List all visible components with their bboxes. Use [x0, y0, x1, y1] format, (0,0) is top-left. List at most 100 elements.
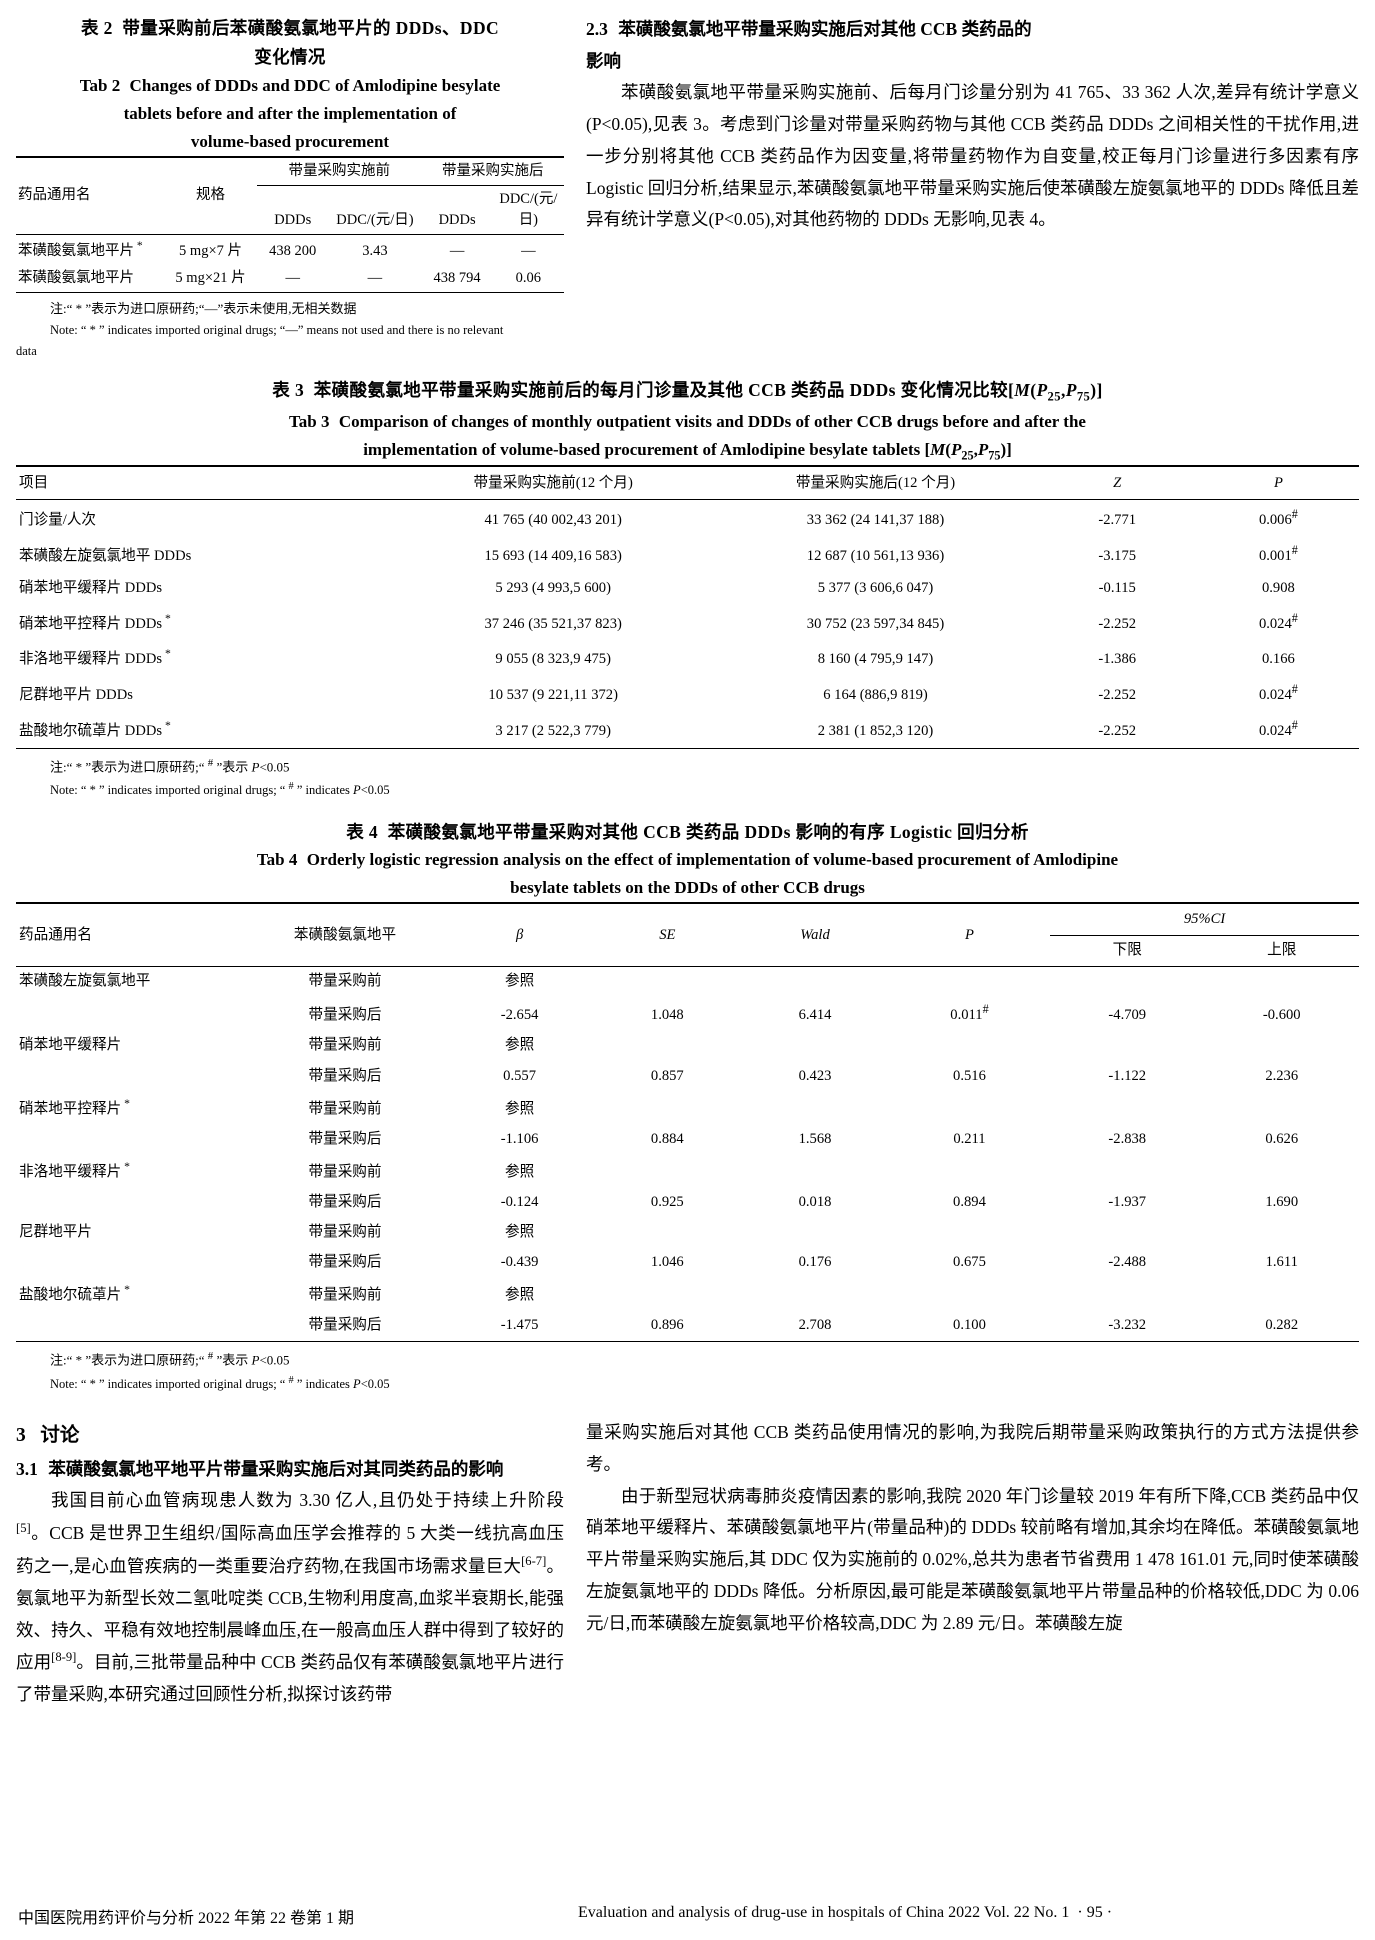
- table4-header-ci-upper: 上限: [1267, 942, 1297, 959]
- table4-cell-ci-lower: -4.709: [1108, 1007, 1147, 1024]
- table2-caption-cn-number: 表 2: [80, 18, 113, 38]
- table4-cell-drug-name: 硝苯地平控释片 *: [19, 1096, 130, 1117]
- table3-cell-item: 硝苯地平缓释片 DDDs: [19, 579, 163, 596]
- table4-cell-wald: 1.568: [798, 1130, 832, 1147]
- table3-cell-z: -0.115: [1098, 579, 1136, 596]
- table3: 项目 带量采购实施前(12 个月) 带量采购实施后(12 个月) Z P 门诊量…: [16, 465, 1359, 749]
- discussion-region: 3 讨论 3.1 苯磺酸氨氯地平地平片带量采购实施后对其同类药品的影响 我国目前心血…: [0, 1413, 1375, 1711]
- table4-cell-ci-lower: [1050, 1278, 1204, 1311]
- section-2-3-paragraph: 苯磺酸氨氯地平带量采购实施前、后每月门诊量分别为 41 765、33 362 人…: [586, 82, 1359, 230]
- table4-cell-wald: [741, 966, 889, 997]
- table4-cell-ci-upper: 1.611: [1265, 1254, 1298, 1271]
- table3-cell-p: 0.001#: [1258, 542, 1298, 564]
- table3-cell-before: 9 055 (8 323,9 475): [495, 650, 611, 667]
- table4-cell-ci-upper: 1.690: [1265, 1193, 1299, 1210]
- table4-cell-p: 0.211: [953, 1130, 986, 1147]
- table3-caption-cn-text: 苯磺酸氨氯地平带量采购实施前后的每月门诊量及其他 CCB 类药品 DDDs 变化…: [313, 380, 1103, 404]
- table4-header-p: P: [965, 926, 974, 943]
- table3-header-p: P: [1273, 474, 1283, 491]
- table-row: 带量采购后 -0.124 0.925 0.018 0.894 -1.937 1.690: [16, 1187, 1359, 1217]
- right-column: 2.3 苯磺酸氨氯地平带量采购实施后对其他 CCB 类药品的 影响 苯磺酸氨氯地平…: [586, 14, 1359, 362]
- table4-cell-ci-upper: [1204, 1278, 1359, 1311]
- table-row: 硝苯地平缓释片 DDDs 5 293 (4 993,5 600) 5 377 (3 …: [16, 572, 1359, 604]
- table4-cell-ci-lower: -2.838: [1108, 1130, 1147, 1147]
- table2-header-ddds-after: DDDs: [438, 211, 476, 228]
- table3-cell-p: 0.024#: [1258, 718, 1298, 740]
- table2-header-spec: 规格: [196, 187, 226, 204]
- footer-page-number: · 95 ·: [1077, 1904, 1113, 1921]
- table3-cell-after: 8 160 (4 795,9 147): [817, 650, 934, 667]
- table3-caption-en-line2-wrap: implementation of volume-based procureme…: [16, 436, 1359, 466]
- section-3-1-paragraph-left: 我国目前心血管病现患人数为 3.30 亿人,且仍处于持续上升阶段[5]。CCB …: [16, 1490, 565, 1705]
- table2-cell-ddds-after: —: [449, 242, 465, 259]
- table4-cell-p: 0.675: [953, 1254, 986, 1271]
- table4-cell-ci-upper: 2.236: [1265, 1067, 1299, 1084]
- table2-cell-ddds-before: —: [285, 269, 300, 286]
- table4-cell-wald: [741, 1091, 889, 1124]
- table4-cell-drug-name: 苯磺酸左旋氨氯地平: [19, 973, 151, 990]
- table4-cell-p: [889, 1031, 1050, 1061]
- page-footer: 中国医院用药评价与分析 2022 年第 22 卷第 1 期 Evaluation…: [0, 1904, 1375, 1928]
- table2-cell-ddc-before: —: [367, 269, 383, 286]
- table-row: 硝苯地平控释片 DDDs * 37 246 (35 521,37 823) 30 7…: [16, 605, 1359, 641]
- table4-cell-se: [593, 966, 741, 997]
- table4-cell-ci-lower: [1050, 1031, 1204, 1061]
- table2-body: 苯磺酸氨氯地平片 * 5 mg×7 片 438 200 3.43 — — 苯磺酸氨氯地平片 5…: [16, 234, 564, 293]
- table-row: 苯磺酸左旋氨氯地平 带量采购前 参照: [16, 966, 1359, 997]
- table4-cell-procurement-phase: 带量采购前: [308, 1224, 382, 1241]
- table4-cell-beta: 参照: [504, 1037, 535, 1054]
- table2-cell-ddc-after: 0.06: [515, 269, 542, 286]
- table2-cell-drug-name: 苯磺酸氨氯地平片 *: [18, 238, 143, 259]
- table-row: 尼群地平片 带量采购前 参照: [16, 1218, 1359, 1248]
- section-3-1-number: 3.1: [16, 1458, 38, 1479]
- table3-cell-z: -2.771: [1098, 511, 1137, 528]
- table3-cell-after: 6 164 (886,9 819): [823, 687, 928, 703]
- table2-caption-en-line2: tablets before and after the implementat…: [123, 103, 457, 123]
- table3-block: 表 3 苯磺酸氨氯地平带量采购实施前后的每月门诊量及其他 CCB 类药品 DDDs…: [0, 376, 1375, 801]
- table-row: 硝苯地平缓释片 带量采购前 参照: [16, 1031, 1359, 1061]
- table3-cell-item: 盐酸地尔硫䓬片 DDDs *: [19, 719, 171, 740]
- significance-hash-marker: #: [1291, 542, 1298, 557]
- imported-drug-star-icon: *: [121, 1096, 130, 1110]
- table2-header-ddc-before: DDC/(元/日): [336, 211, 414, 228]
- column-gutter: [564, 14, 586, 362]
- table3-cell-before: 41 765 (40 002,43 201): [484, 511, 622, 528]
- section-2-3-title-line1: 苯磺酸氨氯地平带量采购实施后对其他 CCB 类药品的: [618, 19, 1032, 39]
- discussion-number: 3: [16, 1424, 26, 1446]
- table4-cell-se: [593, 1154, 741, 1187]
- table4-cell-drug-name: 盐酸地尔硫䓬片 *: [19, 1283, 130, 1304]
- table3-cell-p: 0.024#: [1258, 682, 1298, 703]
- table4-header-group-row: 药品通用名 苯磺酸氨氯地平 β SE Wald P 95%CI: [16, 903, 1359, 943]
- table4-cell-ci-upper: -0.600: [1262, 1007, 1301, 1024]
- table4-cell-se: [593, 1091, 741, 1124]
- table4-cell-drug-name: [16, 1061, 244, 1091]
- table2-caption-en: Tab 2 Changes of DDDs and DDC of Amlodipi…: [16, 72, 564, 100]
- significance-hash-marker: #: [1291, 718, 1298, 733]
- table4-cell-wald: [741, 1218, 889, 1248]
- table4-cell-drug-name: [16, 1248, 244, 1278]
- table4-cell-beta: 参照: [504, 973, 535, 990]
- table3-cell-after: 30 752 (23 597,34 845): [806, 615, 945, 632]
- table2-cell-ddc-before: 3.43: [362, 242, 388, 259]
- table3-cell-after: 33 362 (24 141,37 188): [806, 511, 945, 528]
- table2-cell-ddds-after: 438 794: [433, 269, 481, 286]
- table4-caption-cn-text: 苯磺酸氨氯地平带量采购对其他 CCB 类药品 DDDs 影响的有序 Logist…: [387, 821, 1029, 842]
- section-3-1-paragraph-right-1: 量采购实施后对其他 CCB 类药品使用情况的影响,为我院后期带量采购政策执行的方…: [586, 1421, 1359, 1474]
- table3-cell-item: 苯磺酸左旋氨氯地平 DDDs: [19, 547, 192, 564]
- table4-cell-procurement-phase: 带量采购前: [308, 1163, 382, 1180]
- table4-header-se: SE: [659, 926, 676, 943]
- table3-cell-p: 0.166: [1261, 650, 1295, 667]
- table-row: 苯磺酸氨氯地平片 5 mg×21 片 — — 438 794 0.06: [16, 265, 564, 293]
- table4-note-en: Note: “ * ” indicates imported original …: [50, 1374, 390, 1391]
- section-3-1-title: 苯磺酸氨氯地平地平片带量采购实施后对其同类药品的影响: [48, 1458, 504, 1479]
- table4-cell-beta: 参照: [504, 1163, 535, 1180]
- table4-cell-se: [593, 1218, 741, 1248]
- table4-cell-procurement-phase: 带量采购前: [308, 1287, 382, 1304]
- table4-cell-ci-lower: -3.232: [1108, 1317, 1147, 1334]
- table2-caption-cn-line2-wrap: 变化情况: [16, 43, 564, 72]
- table4-cell-wald: 6.414: [798, 1007, 832, 1024]
- table4-cell-p: [889, 1154, 1050, 1187]
- table4-header-beta: β: [515, 926, 524, 943]
- table4-caption-en: Tab 4 Orderly logistic regression analysi…: [16, 846, 1359, 874]
